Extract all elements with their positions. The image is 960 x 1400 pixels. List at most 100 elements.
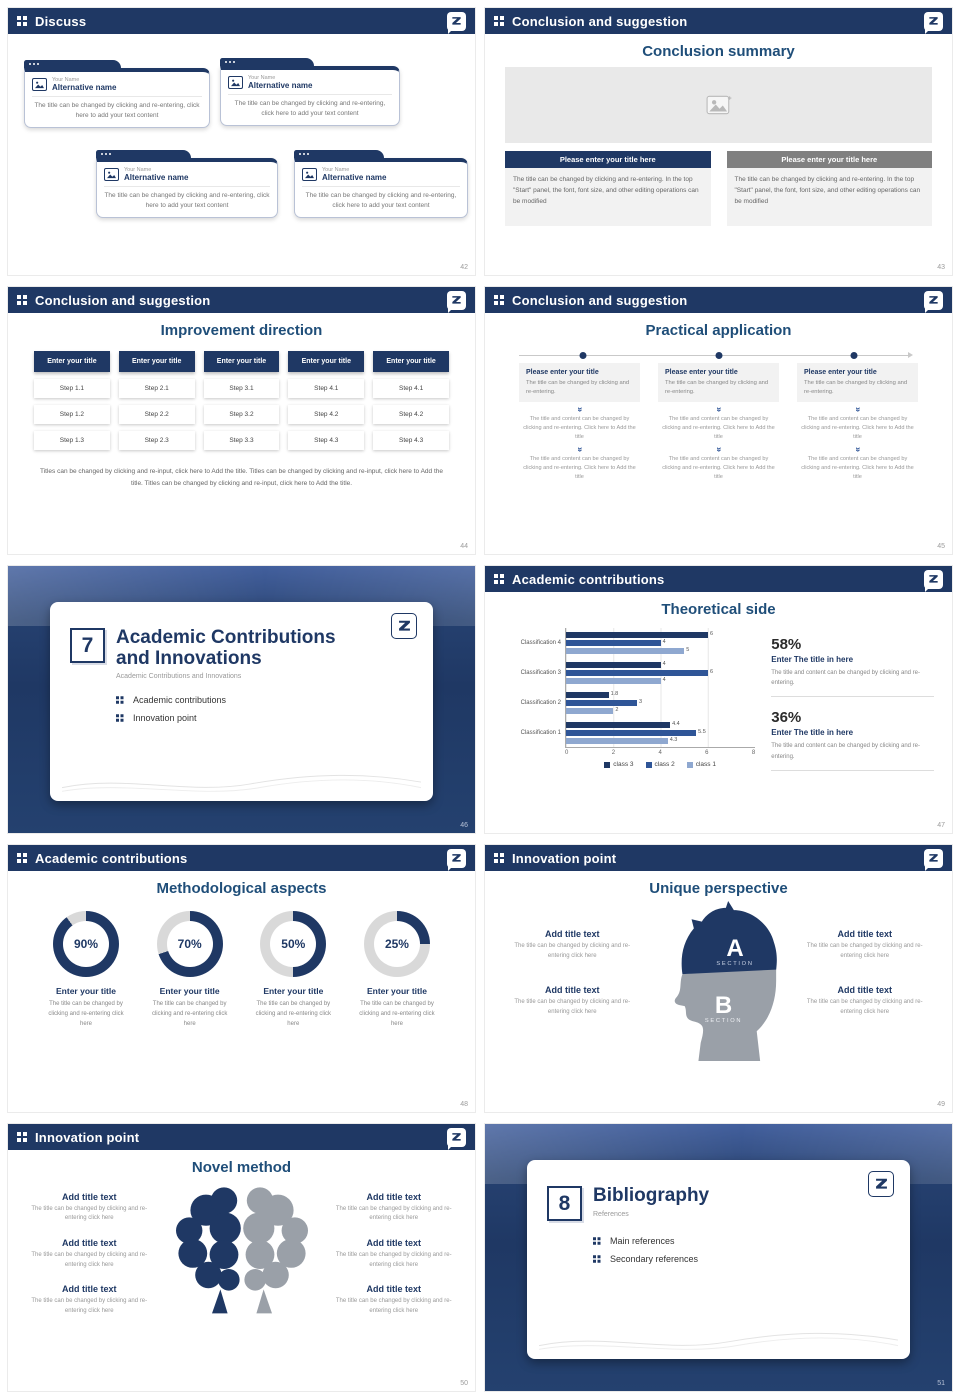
- column-body: The title and content can be changed by …: [801, 416, 914, 441]
- column-title-button[interactable]: Enter your title: [203, 351, 280, 372]
- slide-header-title: Innovation point: [35, 1129, 140, 1145]
- step-cell: Step 3.3: [203, 431, 280, 450]
- chart-axis-tick: 4: [658, 750, 662, 756]
- column-title-button[interactable]: Enter your title: [34, 351, 110, 372]
- slide-51-section-cover[interactable]: 8 Bibliography References Main reference…: [485, 1124, 952, 1391]
- university-logo-icon: [868, 1171, 894, 1197]
- step-cell: Step 1.1: [34, 379, 110, 398]
- donut-chart-block: 70% Enter your title The title can be ch…: [142, 911, 238, 1030]
- column-title-button[interactable]: Enter your title: [373, 351, 449, 372]
- slide-49-unique-perspective[interactable]: Innovation point Unique perspective Add …: [485, 845, 952, 1112]
- text-block-title: Add title text: [544, 929, 600, 939]
- section-body-title: Unique perspective: [649, 880, 788, 897]
- grid-bullet-icon: [17, 1132, 27, 1142]
- profile-card[interactable]: Your Name Alternative name The title can…: [96, 150, 278, 219]
- slide-header: Innovation point: [8, 1124, 475, 1150]
- timeline-dot: [579, 352, 587, 359]
- section-body-title: Conclusion summary: [642, 43, 795, 60]
- stat-value: 58%: [771, 636, 802, 653]
- slide-45-practical-application[interactable]: Conclusion and suggestion Practical appl…: [485, 287, 952, 554]
- steps-column: Enter your title Step 3.1 Step 3.2 Step …: [203, 351, 280, 450]
- text-block: Add title text The title can be changed …: [335, 1192, 454, 1224]
- chart-bar: [566, 670, 708, 676]
- text-block: Add title text The title can be changed …: [804, 985, 927, 1017]
- profile-card[interactable]: Your Name Alternative name The title can…: [24, 60, 210, 129]
- university-logo-icon: [447, 848, 466, 871]
- chart-legend: class 3 class 2 class 1: [565, 761, 755, 768]
- stat-block: 36% Enter The title in here The title an…: [771, 709, 934, 771]
- discuss-cards-area: Your Name Alternative name The title can…: [8, 34, 475, 275]
- section-body-title: Practical application: [645, 322, 792, 339]
- donut-percent-label: 50%: [281, 937, 306, 951]
- folder-tab: [220, 58, 314, 66]
- section-title: Bibliography: [593, 1185, 710, 1206]
- decorative-waves: [62, 774, 421, 792]
- agenda-item[interactable]: Innovation point: [116, 713, 413, 723]
- chart-bar-group: 1.8 3 2: [565, 688, 756, 718]
- decorative-waves: [539, 1332, 898, 1350]
- profile-card[interactable]: Your Name Alternative name The title can…: [294, 150, 468, 219]
- chevron-down-icon: »: [575, 447, 585, 453]
- university-logo-icon: [447, 11, 466, 34]
- chart-value-label: 6: [709, 631, 713, 638]
- chart-value-label: 5.5: [698, 729, 706, 736]
- folder-tab: [294, 150, 385, 158]
- text-block: Add title text The title can be changed …: [30, 1238, 149, 1270]
- column-subtitle: The title can be changed by clicking and…: [526, 380, 630, 395]
- text-block-body: The title can be changed by clicking and…: [31, 1205, 148, 1222]
- step-cell: Step 4.1: [288, 379, 365, 398]
- application-column: Please enter your title The title can be…: [519, 363, 640, 482]
- column-body: The title and content can be changed by …: [662, 456, 775, 481]
- timeline: [519, 351, 918, 361]
- chart-value-label: 4.3: [669, 737, 678, 744]
- chart-value-label: 3: [638, 699, 643, 706]
- grid-bullet-icon: [494, 574, 504, 584]
- grid-bullet-icon: [494, 295, 504, 305]
- grid-bullet-icon: [593, 1255, 601, 1263]
- step-cell: Step 4.1: [373, 379, 449, 398]
- image-icon: [104, 168, 119, 181]
- slide-47-theoretical-side[interactable]: Academic contributions Theoretical side …: [485, 566, 952, 833]
- slide-44-improvement-direction[interactable]: Conclusion and suggestion Improvement di…: [8, 287, 475, 554]
- slide-46-section-cover[interactable]: 7 Academic Contributions and Innovations…: [8, 566, 475, 833]
- title-button[interactable]: Please enter your title here: [726, 151, 932, 168]
- slide-number: 49: [937, 1101, 945, 1108]
- text-block-body: The title can be changed by clicking and…: [806, 943, 923, 959]
- slide-48-methodological-aspects[interactable]: Academic contributions Methodological as…: [8, 845, 475, 1112]
- agenda-item[interactable]: Main references: [593, 1236, 890, 1246]
- column-title-button[interactable]: Enter your title: [118, 351, 195, 372]
- profile-card[interactable]: Your Name Alternative name The title can…: [220, 58, 400, 127]
- image-icon: [32, 78, 47, 91]
- stat-value: 36%: [771, 709, 802, 727]
- summary-columns: Please enter your title here The title c…: [505, 151, 932, 226]
- university-logo-icon: [447, 290, 466, 313]
- column-title-button[interactable]: Enter your title: [288, 351, 365, 372]
- slide-42-discuss[interactable]: Discuss Your Name Alternative name The t…: [8, 8, 475, 275]
- chevron-down-icon: »: [714, 447, 724, 453]
- left-text-column: Add title text The title can be changed …: [511, 901, 634, 1017]
- chart-legend-item: class 1: [686, 761, 716, 768]
- slide-50-novel-method[interactable]: Innovation point Novel method Add title …: [8, 1124, 475, 1391]
- card-body-text: The title can be changed by clicking and…: [234, 100, 386, 118]
- text-block-title: Add title text: [544, 985, 600, 996]
- agenda-item-label: Academic contributions: [133, 695, 227, 706]
- slide-number: 47: [937, 822, 945, 829]
- agenda-item[interactable]: Academic contributions: [116, 695, 413, 705]
- chart-bar: [566, 730, 697, 736]
- title-box: Please enter your title The title can be…: [658, 363, 779, 403]
- agenda-item[interactable]: Secondary references: [593, 1254, 890, 1264]
- slide-43-conclusion-summary[interactable]: Conclusion and suggestion Conclusion sum…: [485, 8, 952, 275]
- left-text-column: Add title text The title can be changed …: [30, 1186, 149, 1317]
- application-column: Please enter your title The title can be…: [797, 363, 918, 482]
- donut-percent-label: 70%: [177, 937, 202, 951]
- column-subtitle: The title can be changed by clicking and…: [665, 380, 769, 395]
- stat-label: Enter The title in here: [771, 655, 854, 664]
- application-columns: Please enter your title The title can be…: [519, 363, 918, 482]
- section-body-title: Methodological aspects: [156, 880, 327, 897]
- chevron-down-icon: »: [853, 407, 863, 413]
- chevron-down-icon: »: [853, 447, 863, 453]
- grid-bullet-icon: [116, 696, 124, 704]
- horizontal-bar-chart: Classification 4 6 4 5 Classification 3 4 6 4 Cl…: [503, 628, 756, 771]
- slide-header-title: Academic contributions: [35, 850, 188, 866]
- title-button[interactable]: Please enter your title here: [505, 151, 711, 168]
